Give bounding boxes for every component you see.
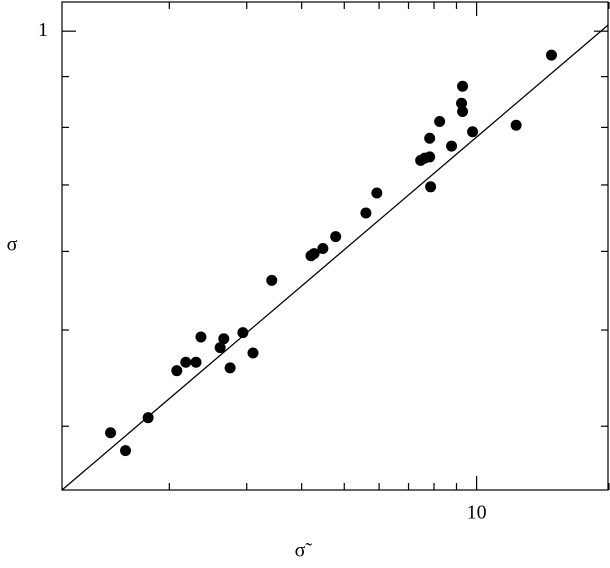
point — [510, 119, 522, 131]
point — [195, 331, 207, 343]
x-tick-label: 10 — [467, 502, 487, 524]
point — [330, 231, 342, 243]
point — [360, 207, 372, 219]
point — [190, 356, 202, 368]
point — [105, 427, 117, 439]
point — [457, 106, 469, 118]
point — [214, 342, 226, 354]
point — [247, 347, 259, 359]
point — [424, 151, 436, 163]
point — [425, 181, 437, 193]
point — [434, 115, 446, 127]
point — [446, 140, 458, 152]
plot-frame — [61, 1, 609, 491]
point — [467, 126, 479, 138]
point — [142, 412, 154, 424]
x-axis-label: σ̃ — [295, 540, 313, 562]
point — [545, 49, 557, 61]
point — [120, 445, 132, 457]
point — [237, 327, 249, 339]
point — [224, 362, 236, 374]
point — [171, 365, 183, 377]
y-axis-label: σ — [7, 234, 18, 256]
point — [371, 187, 383, 199]
point — [457, 80, 469, 92]
point — [456, 97, 468, 109]
point — [424, 132, 436, 144]
y-tick-label: 1 — [38, 19, 48, 41]
point — [180, 356, 192, 368]
point — [218, 333, 230, 345]
fit-line — [61, 24, 609, 491]
point — [317, 243, 329, 255]
point — [308, 248, 320, 260]
point — [266, 274, 278, 286]
